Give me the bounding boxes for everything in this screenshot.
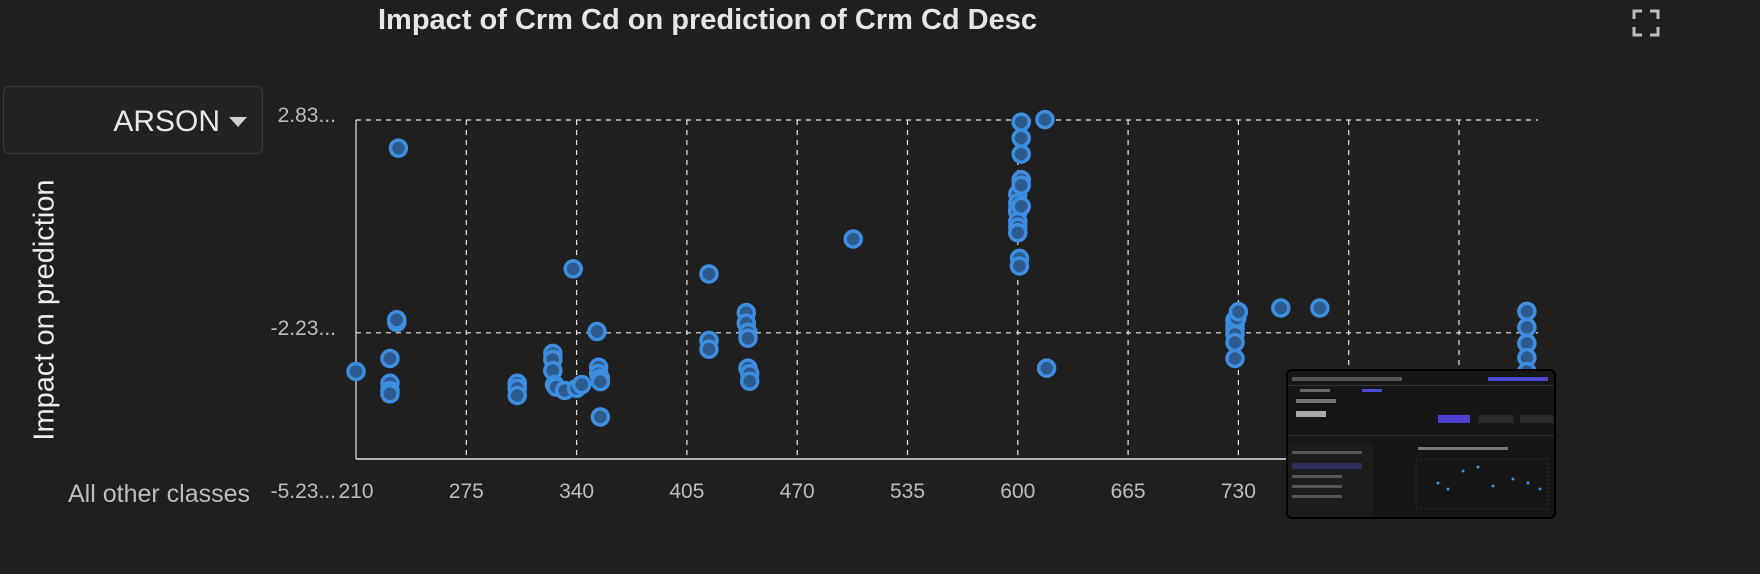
- x-tick-label: 470: [780, 480, 815, 503]
- scatter-point[interactable]: [571, 374, 592, 395]
- scatter-point[interactable]: [590, 407, 611, 427]
- scatter-point[interactable]: [1517, 301, 1537, 322]
- x-tick-label: 210: [338, 480, 373, 503]
- x-tick-label: 600: [1000, 480, 1035, 503]
- scatter-point[interactable]: [380, 348, 400, 369]
- scatter-point[interactable]: [1036, 358, 1057, 378]
- x-tick-label: 340: [559, 480, 594, 503]
- scatter-point[interactable]: [843, 229, 863, 249]
- x-tick-label: 730: [1221, 480, 1256, 503]
- y-tick-label: 2.83...: [278, 104, 336, 127]
- scatter-point[interactable]: [563, 259, 583, 279]
- scatter-point[interactable]: [590, 371, 611, 392]
- scatter-point[interactable]: [738, 328, 758, 349]
- expand-button[interactable]: [1632, 9, 1660, 37]
- scatter-point[interactable]: [1225, 348, 1245, 369]
- y-tick-label: -5.23...: [271, 480, 336, 503]
- scatter-point[interactable]: [1011, 144, 1031, 164]
- scatter-point[interactable]: [1008, 222, 1028, 243]
- scatter-point[interactable]: [1035, 109, 1055, 130]
- x-tick-label: 405: [669, 480, 704, 503]
- scatter-point[interactable]: [388, 138, 409, 158]
- scatter-point[interactable]: [587, 321, 607, 342]
- scatter-point[interactable]: [1011, 175, 1031, 195]
- scatter-point[interactable]: [1517, 317, 1537, 338]
- chart-title: Impact of Crm Cd on prediction of Crm Cd…: [378, 4, 1037, 36]
- other-classes-label: All other classes: [68, 480, 251, 508]
- scatter-point[interactable]: [739, 371, 760, 391]
- class-select-value: ARSON: [113, 105, 220, 138]
- scatter-point[interactable]: [507, 385, 527, 406]
- scatter-point[interactable]: [1310, 298, 1330, 318]
- scatter-point[interactable]: [346, 361, 366, 382]
- scatter-point[interactable]: [699, 339, 719, 359]
- scatter-point[interactable]: [380, 384, 400, 404]
- y-tick-label: -2.23...: [271, 317, 336, 340]
- scatter-point[interactable]: [1011, 128, 1031, 148]
- scatter-point[interactable]: [699, 264, 719, 284]
- x-tick-label: 535: [890, 480, 925, 503]
- expand-icon: [1632, 9, 1660, 37]
- x-tick-label: 665: [1111, 480, 1146, 503]
- class-select[interactable]: ARSON: [3, 86, 263, 154]
- scatter-point[interactable]: [1225, 332, 1245, 353]
- screenshot-thumbnail[interactable]: [1286, 369, 1556, 519]
- scatter-point[interactable]: [1271, 298, 1291, 318]
- scatter-point[interactable]: [1011, 112, 1031, 132]
- chevron-down-icon: [229, 117, 247, 127]
- scatter-point[interactable]: [1228, 302, 1249, 322]
- scatter-point[interactable]: [386, 310, 407, 330]
- scatter-point[interactable]: [1009, 256, 1030, 276]
- scatter-point[interactable]: [1011, 196, 1031, 216]
- x-tick-label: 275: [449, 480, 484, 503]
- thumbnail-preview-image: [1288, 371, 1554, 517]
